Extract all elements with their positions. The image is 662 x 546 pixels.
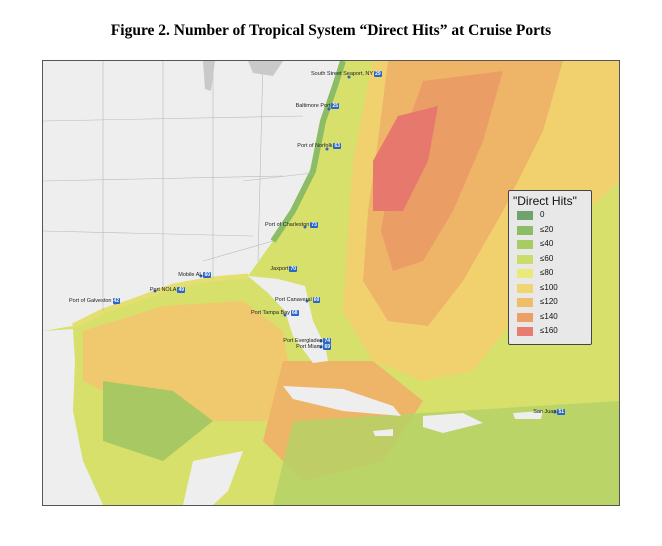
legend-swatch (517, 312, 533, 322)
hit-count-badge: 60 (203, 272, 211, 278)
hit-count-badge: 60 (312, 297, 321, 303)
hit-count-badge: 70 (289, 266, 297, 272)
map-canvas (43, 61, 619, 505)
legend-swatch (517, 240, 533, 249)
port-label-canaveral: Port Canaveral 60 (275, 297, 321, 303)
legend-label: ≤100 (540, 282, 558, 292)
state-boundaries (43, 61, 314, 311)
hit-count-badge: 29 (374, 71, 382, 77)
caribbean-green (273, 401, 619, 505)
legend-item: ≤40 (517, 239, 587, 250)
legend-label: ≤20 (540, 224, 554, 234)
legend-item: ≤140 (517, 312, 587, 323)
legend-item: ≤20 (517, 225, 587, 236)
great-lakes (203, 61, 215, 91)
hit-count-badge: 42 (112, 298, 121, 304)
hit-count-badge: 49 (177, 287, 185, 293)
figure-title: Figure 2. Number of Tropical System “Dir… (110, 22, 552, 39)
port-label-everglades: Port Everglades 74 (283, 338, 331, 344)
legend-swatch (517, 254, 533, 264)
jamaica-landmass (373, 429, 393, 436)
legend-label: ≤40 (540, 239, 554, 248)
hispaniola-landmass (423, 413, 483, 433)
port-label-nola: Port NOLA 49 (149, 287, 185, 293)
legend-item: ≤160 (517, 326, 587, 337)
atlantic-band-160 (373, 106, 438, 211)
port-label-galveston: Port of Galveston 42 (69, 298, 121, 304)
legend-swatch (517, 211, 533, 220)
port-label-jaxport: Jaxport 70 (270, 266, 297, 272)
legend-label: ≤80 (540, 268, 554, 277)
map: South Street Seaport, NY 29 Baltimore Por… (42, 60, 620, 506)
gulf-green (103, 381, 213, 461)
us-landmass (43, 61, 343, 331)
port-label-new-york: South Street Seaport, NY 29 (311, 71, 382, 77)
cuba-landmass (283, 386, 401, 416)
east-coast-fringe (270, 61, 346, 243)
port-label-miami: Port Miami 69 (296, 344, 331, 350)
hit-count-badge: 68 (291, 310, 299, 316)
port-label-tampa: Port Tampa Bay 68 (251, 310, 299, 316)
port-label-norfolk: Port of Norfolk 63 (297, 143, 341, 149)
port-label-san-juan: San Juan 51 (533, 409, 565, 415)
port-label-mobile: Mobile AL 60 (178, 272, 211, 278)
hit-count-badge: 25 (331, 103, 339, 109)
legend-item: ≤120 (517, 297, 587, 308)
hit-count-badge: 63 (333, 143, 341, 149)
port-label-baltimore: Baltimore Port 25 (295, 103, 339, 109)
port-label-charleston: Port of Charleston 73 (265, 222, 318, 228)
lake-erie (248, 61, 283, 76)
legend-label: ≤140 (540, 311, 558, 321)
map-legend: "Direct Hits" 0 ≤20 ≤40 ≤60 ≤80 ≤100 ≤120 ≤140 ≤… (508, 190, 592, 345)
gulf-coast-fringe (71, 273, 249, 329)
legend-item: 0 (517, 210, 587, 221)
hit-count-badge: 51 (557, 409, 565, 415)
hit-count-badge: 69 (323, 344, 331, 350)
yucatan-landmass (183, 451, 243, 505)
hit-count-badge: 74 (323, 338, 331, 344)
florida-landmass (248, 276, 328, 363)
legend-swatch (517, 327, 533, 336)
mexico-landmass (43, 329, 103, 505)
legend-title: "Direct Hits" (513, 194, 577, 208)
puerto-rico-landmass (513, 411, 543, 419)
legend-swatch (517, 298, 533, 307)
legend-item: ≤60 (517, 254, 587, 265)
legend-swatch (517, 283, 533, 293)
legend-label: ≤120 (540, 297, 558, 306)
hit-count-badge: 73 (310, 222, 318, 228)
legend-swatch (517, 269, 533, 278)
legend-label: 0 (540, 210, 545, 219)
legend-item: ≤100 (517, 283, 587, 294)
legend-swatch (517, 225, 533, 235)
legend-label: ≤160 (540, 326, 558, 335)
legend-label: ≤60 (540, 253, 554, 263)
legend-item: ≤80 (517, 268, 587, 279)
